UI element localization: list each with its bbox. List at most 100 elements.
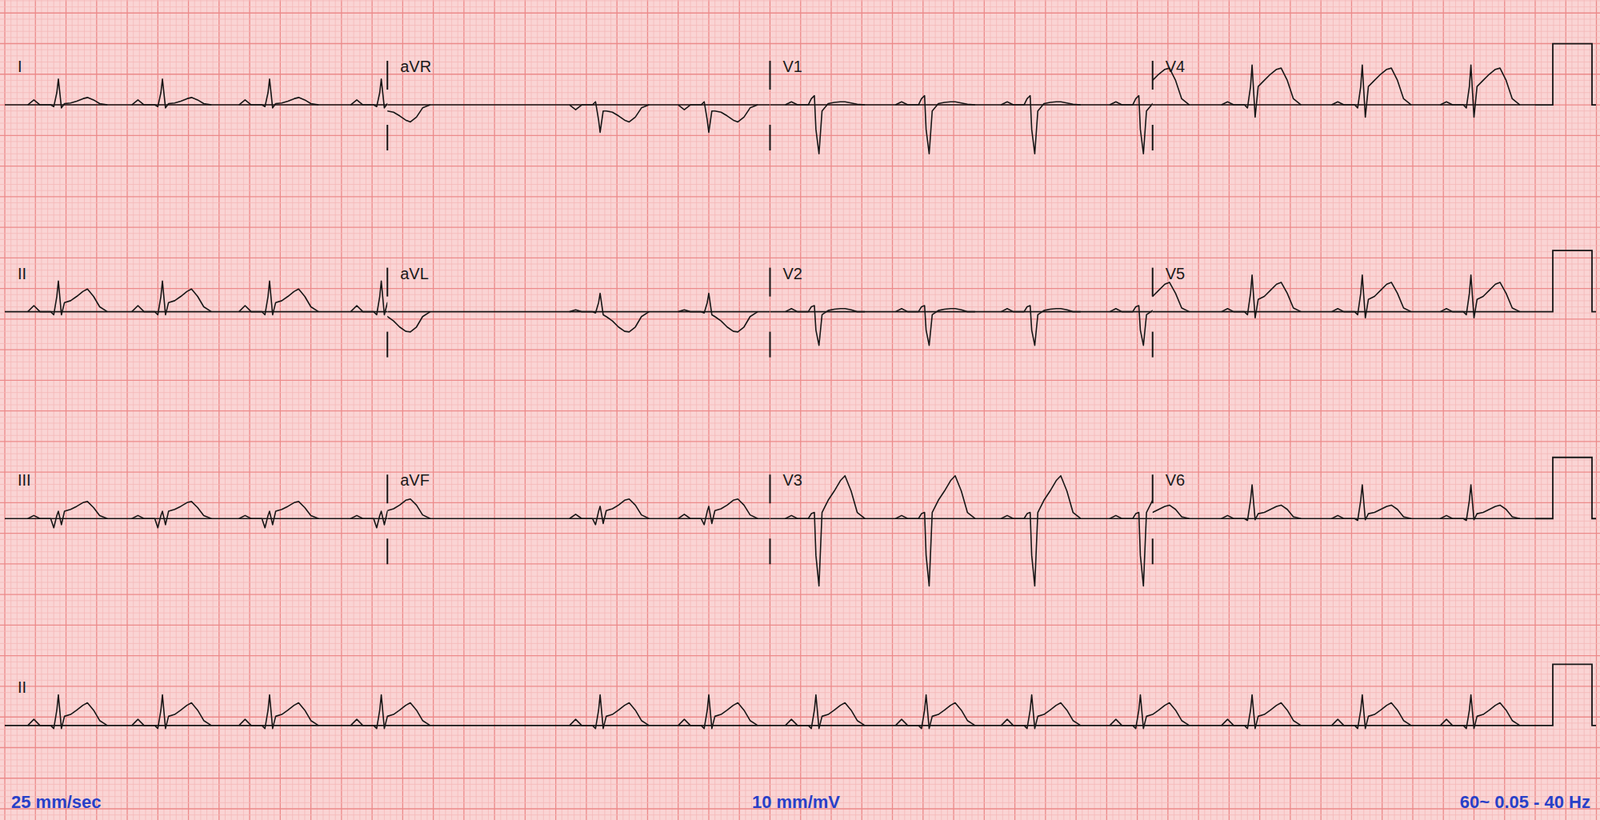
beat [895,476,975,587]
grid-minor [0,606,1600,608]
beat [678,293,758,332]
grid-minor [0,116,1600,118]
lead-label: II [17,264,27,283]
beat [569,293,649,332]
grid-minor [0,220,1600,222]
beat [350,280,388,315]
grid-minor [0,772,1600,773]
beat [785,476,865,587]
beat [239,79,319,108]
lead-trace [387,499,770,525]
grid-minor [0,36,1600,38]
calibration-pulse [1535,250,1596,312]
grid-minor [0,465,1600,467]
grid-minor [0,110,1600,112]
grid-minor [0,588,1600,589]
beat [387,101,431,132]
grid-minor [0,496,1600,497]
beat [785,305,865,346]
grid-minor [0,122,1600,124]
grid-minor [0,404,1600,405]
baseline [387,104,770,106]
lead-separator [1152,268,1154,297]
beat [1440,484,1520,520]
grid-major [0,165,1600,167]
grid-minor [0,631,1600,632]
lead-label: V5 [1165,264,1185,283]
grid-minor [0,790,1600,792]
lead-trace [1152,64,1536,117]
grid-major [0,348,1600,350]
beat [785,695,865,729]
calibration-pulse [1535,44,1596,106]
grid-minor [0,704,1600,705]
grid-minor [0,514,1600,516]
beat [1221,64,1301,117]
grid-minor [0,55,1600,56]
grid-minor [0,490,1600,492]
grid-minor [0,673,1600,675]
beat [1440,275,1520,319]
beat [1109,305,1153,346]
grid-major [0,777,1600,779]
grid-minor [0,147,1600,148]
grid-major [0,257,1600,259]
lead-trace [770,96,1153,155]
lead-separator [769,268,772,297]
grid-minor [0,0,1600,1]
lead-separator [1152,124,1154,151]
grid-major [0,532,1600,534]
baseline [4,724,1536,727]
grid-major [0,288,1600,289]
grid-minor [0,539,1600,540]
beat [1221,484,1301,520]
grid-minor [0,636,1600,638]
grid-major [0,563,1600,564]
beat [1109,96,1153,155]
grid-minor [0,140,1600,142]
grid-minor [0,784,1600,785]
grid-minor [0,759,1600,760]
grid-major [0,594,1600,596]
grid-minor [0,172,1600,173]
grid-minor [0,722,1600,724]
beat [1152,484,1190,520]
lead-trace [387,101,770,132]
grid-minor [0,544,1600,546]
lead-label: V6 [1165,471,1185,489]
beat [1109,695,1189,729]
lead-trace [4,501,388,528]
grid-minor [0,527,1600,528]
beat [1109,476,1153,587]
lead-separator [386,124,388,151]
grid-minor [0,740,1600,742]
lead-separator [1152,474,1154,504]
beat [569,101,649,132]
beat [1332,275,1412,319]
grid-minor [0,569,1600,571]
grid-minor [0,581,1600,583]
beat [1221,275,1301,319]
grid-major [0,318,1600,320]
beat [28,695,108,729]
lead-separator [769,474,772,504]
lead-trace [770,476,1153,587]
grid-minor [0,618,1600,620]
grid-minor [0,184,1600,185]
lead-trace [1152,275,1536,319]
lead-separator [769,124,772,151]
lead-trace [770,305,1153,346]
grid-minor [0,392,1600,393]
grid-minor [0,422,1600,424]
grid-major [0,685,1600,687]
beat [895,695,975,729]
beat [1000,305,1080,346]
lead-label: II [17,678,27,696]
grid-minor [0,557,1600,559]
beat [1332,695,1412,729]
grid-minor [0,343,1600,344]
footer-text: 60~ 0.05 - 40 Hz [1460,792,1591,812]
grid-minor [0,428,1600,430]
grid-minor [0,435,1600,436]
grid-minor [0,98,1600,100]
